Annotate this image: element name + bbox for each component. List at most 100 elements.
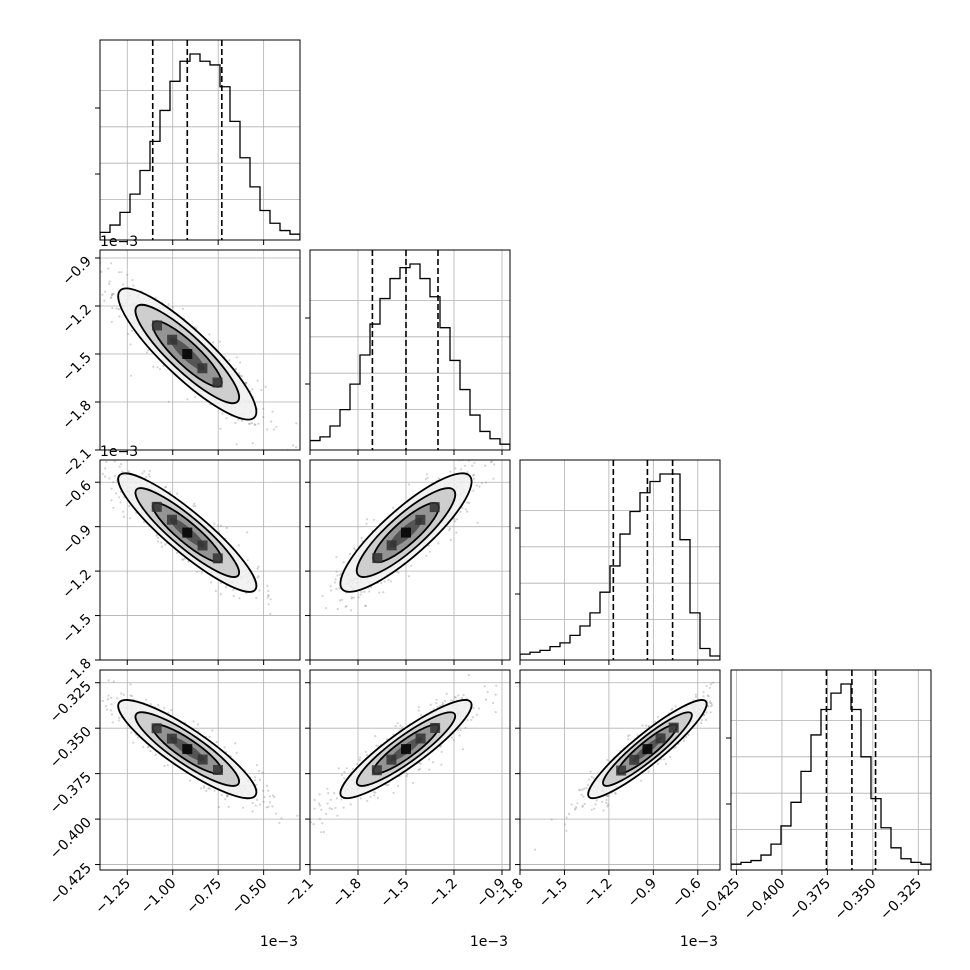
scatter-point — [258, 778, 262, 781]
scatter-point — [73, 441, 75, 443]
x-tick-label-2: −1.5 — [536, 876, 571, 911]
scatter-point — [570, 803, 573, 806]
scatter-point — [224, 586, 227, 589]
scatter-point — [605, 798, 608, 802]
scatter-point — [248, 422, 251, 425]
scatter-point — [251, 422, 254, 425]
scatter-point — [461, 506, 464, 510]
scatter-point — [211, 729, 214, 732]
scatter-point — [455, 518, 459, 521]
scatter-point — [106, 708, 109, 711]
scatter-point — [358, 759, 361, 762]
scatter-point — [466, 510, 469, 513]
scatter-point — [343, 777, 346, 780]
scatter-point — [578, 788, 581, 792]
scatter-point — [261, 771, 264, 774]
scatter-point — [91, 461, 93, 463]
scatter-point — [163, 706, 166, 710]
panel-frame — [519, 459, 721, 661]
scatter-point — [605, 795, 608, 798]
scatter-point — [495, 684, 498, 687]
scatter-point — [208, 735, 211, 739]
scatter-point — [101, 472, 104, 475]
scatter-point — [249, 422, 252, 425]
scatter-point — [107, 694, 110, 697]
density-peak — [372, 553, 383, 564]
scatter-point — [606, 805, 609, 808]
x-tick-label-1: −2.1 — [281, 876, 316, 911]
scatter-point — [626, 735, 630, 738]
scatter-point — [326, 802, 329, 805]
scatter-point — [251, 801, 254, 805]
scatter-point — [166, 764, 169, 767]
scatter-point — [239, 361, 242, 364]
scatter-point — [374, 791, 377, 794]
density-peak — [167, 514, 178, 525]
scatter-point — [318, 793, 321, 796]
scatter-point — [132, 284, 135, 287]
scatter-point — [432, 708, 435, 711]
x-multiplier-2: 1e−3 — [680, 934, 718, 950]
scatter-point — [364, 750, 367, 754]
panel-frame — [99, 669, 301, 871]
scatter-point — [101, 699, 104, 703]
scatter-point — [156, 540, 159, 543]
scatter-point — [338, 573, 342, 576]
scatter-point — [424, 478, 427, 481]
scatter-point — [108, 477, 111, 480]
scatter-point — [217, 524, 220, 527]
scatter-point — [614, 791, 617, 795]
scatter-point — [372, 791, 376, 794]
scatter-point — [93, 256, 95, 258]
scatter-point — [420, 713, 423, 717]
scatter-point — [440, 763, 443, 766]
scatter-point — [213, 789, 216, 792]
scatter-point — [103, 475, 107, 478]
scatter-point — [89, 708, 91, 710]
scatter-point — [145, 475, 148, 478]
scatter-point — [110, 262, 113, 265]
scatter-point — [382, 591, 385, 594]
scatter-point — [112, 292, 115, 296]
scatter-point — [641, 724, 644, 727]
scatter-point — [167, 711, 170, 714]
scatter-point — [441, 703, 444, 706]
scatter-point — [534, 848, 537, 851]
scatter-point — [95, 696, 97, 698]
scatter-point — [341, 598, 344, 602]
scatter-point — [122, 693, 125, 697]
scatter-point — [425, 554, 428, 557]
scatter-point — [682, 739, 686, 743]
scatter-point — [333, 581, 336, 584]
contour-2-1 — [339, 472, 473, 593]
scatter-point — [122, 283, 125, 286]
scatter-point — [590, 775, 593, 778]
contour-2-0 — [117, 472, 258, 593]
scatter-point — [460, 696, 464, 700]
scatter-point — [320, 808, 323, 811]
scatter-point — [95, 291, 97, 293]
scatter-point — [445, 692, 448, 696]
scatter-point — [262, 407, 265, 410]
scatter-point — [154, 753, 157, 757]
scatter-point — [113, 460, 116, 463]
scatter-point — [147, 473, 150, 476]
scatter-point — [115, 307, 118, 310]
scatter-point — [262, 800, 265, 803]
scatter-point — [116, 697, 119, 700]
scatter-point — [439, 745, 442, 748]
scatter-point — [127, 332, 130, 335]
density-peak — [430, 722, 441, 733]
scatter-point — [259, 803, 262, 806]
scatter-point — [112, 506, 115, 509]
scatter-point — [256, 379, 259, 382]
scatter-point — [435, 701, 438, 705]
panel-frame — [99, 459, 301, 661]
scatter-point — [127, 470, 130, 473]
y-multiplier-2: 1e−3 — [100, 444, 138, 460]
scatter-point — [256, 567, 259, 570]
panel-2-1 — [305, 459, 511, 665]
scatter-point — [662, 758, 666, 761]
scatter-point — [396, 722, 399, 725]
